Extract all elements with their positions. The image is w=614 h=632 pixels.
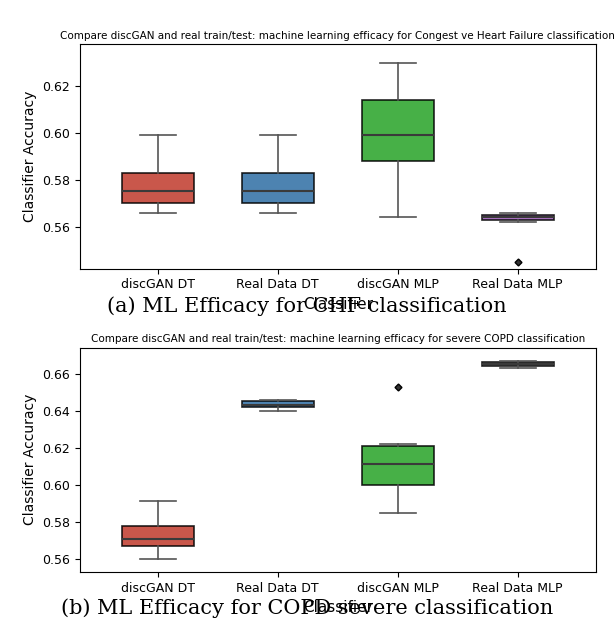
Title: Compare discGAN and real train/test: machine learning efficacy for severe COPD c: Compare discGAN and real train/test: mac… xyxy=(91,334,585,344)
PathPatch shape xyxy=(122,526,194,546)
X-axis label: Classifier: Classifier xyxy=(303,297,373,312)
PathPatch shape xyxy=(362,446,433,485)
PathPatch shape xyxy=(122,173,194,203)
X-axis label: Classifier: Classifier xyxy=(303,600,373,615)
Title: Compare discGAN and real train/test: machine learning efficacy for Congest ve He: Compare discGAN and real train/test: mac… xyxy=(60,31,614,40)
PathPatch shape xyxy=(362,100,433,161)
PathPatch shape xyxy=(242,401,314,407)
PathPatch shape xyxy=(481,362,554,366)
PathPatch shape xyxy=(242,173,314,203)
Y-axis label: Classifier Accuracy: Classifier Accuracy xyxy=(23,91,37,222)
Text: (a) ML Efficacy for CHF classification: (a) ML Efficacy for CHF classification xyxy=(107,296,507,317)
Y-axis label: Classifier Accuracy: Classifier Accuracy xyxy=(23,394,37,525)
PathPatch shape xyxy=(481,215,554,219)
Text: (b) ML Efficacy for COPD severe classification: (b) ML Efficacy for COPD severe classifi… xyxy=(61,598,553,618)
